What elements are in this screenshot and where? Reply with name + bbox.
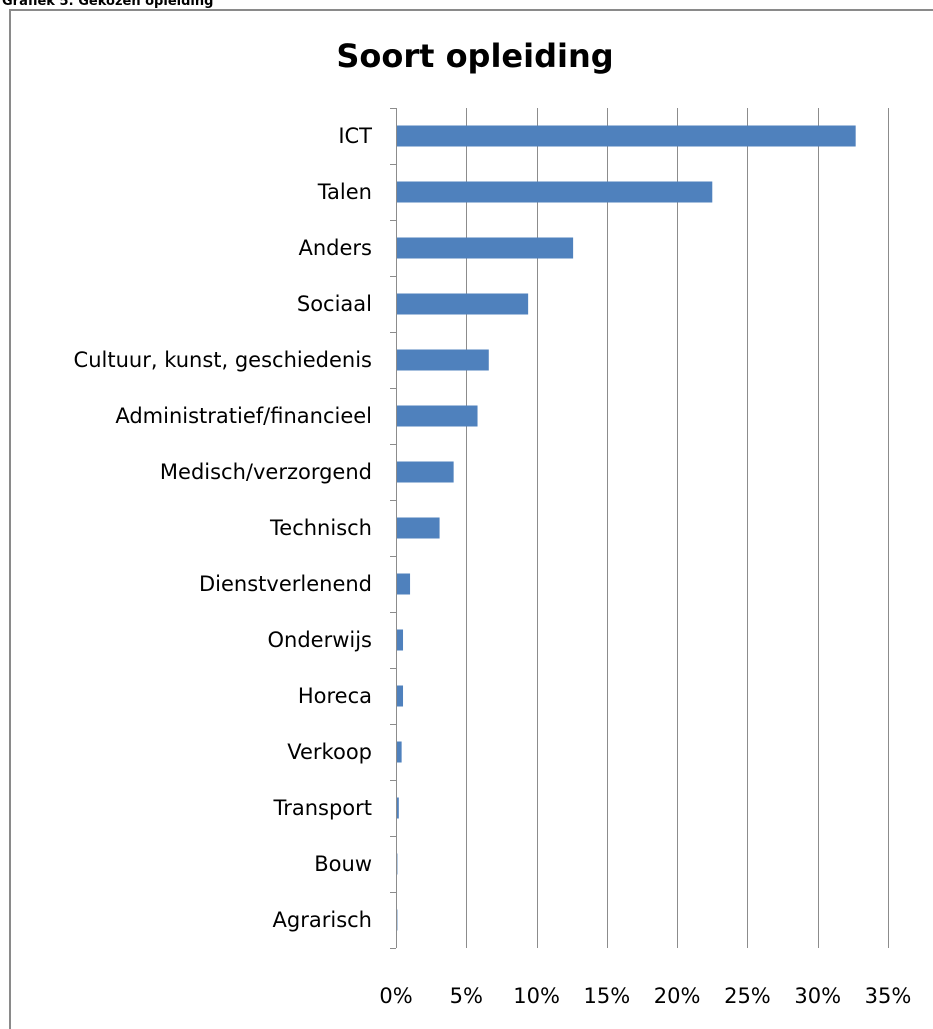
category-label: Horeca	[298, 684, 372, 708]
chart-title: Soort opleiding	[336, 37, 613, 75]
x-tick-label: 15%	[584, 984, 631, 1008]
x-tick-label: 20%	[654, 984, 701, 1008]
category-label: Bouw	[314, 852, 372, 876]
bar-0	[396, 125, 856, 147]
category-label: Dienstverlenend	[199, 572, 372, 596]
bar-4	[396, 349, 489, 371]
chart-frame	[9, 9, 933, 1029]
x-tick-label: 30%	[794, 984, 841, 1008]
category-labels: ICT Talen Anders Sociaal Cultuur, kunst, ges…	[74, 124, 373, 932]
category-label: Onderwijs	[267, 628, 372, 652]
category-label: Medisch/verzorgend	[160, 460, 372, 484]
bars	[396, 125, 856, 931]
axes	[390, 108, 397, 949]
bar-1	[396, 181, 713, 203]
bar-8	[396, 573, 411, 595]
bar-10	[396, 685, 404, 707]
category-label: Sociaal	[297, 292, 372, 316]
bar-7	[396, 517, 440, 539]
bar-12	[396, 797, 399, 819]
x-tick-label: 35%	[865, 984, 912, 1008]
bar-11	[396, 741, 402, 763]
category-label: ICT	[338, 124, 372, 148]
bar-9	[396, 629, 404, 651]
category-label: Transport	[272, 796, 372, 820]
x-tick-label: 25%	[724, 984, 771, 1008]
category-label: Technisch	[269, 516, 372, 540]
chart-caption: Grafiek 5: Gekozen opleiding	[2, 0, 214, 9]
category-label: Talen	[317, 180, 372, 204]
gridlines	[466, 108, 889, 948]
category-label: Cultuur, kunst, geschiedenis	[74, 348, 372, 372]
tick-labels: 0% 5% 10% 15% 20% 25% 30% 35%	[379, 984, 911, 1008]
category-label: Anders	[299, 236, 373, 260]
bar-2	[396, 237, 574, 259]
category-label: Administratief/financieel	[115, 404, 372, 428]
x-tick-label: 10%	[513, 984, 560, 1008]
x-tick-label: 5%	[450, 984, 483, 1008]
bar-5	[396, 405, 478, 427]
bar-6	[396, 461, 454, 483]
category-label: Verkoop	[287, 740, 372, 764]
category-label: Agrarisch	[273, 908, 372, 932]
x-tick-label: 0%	[379, 984, 412, 1008]
bar-3	[396, 293, 529, 315]
